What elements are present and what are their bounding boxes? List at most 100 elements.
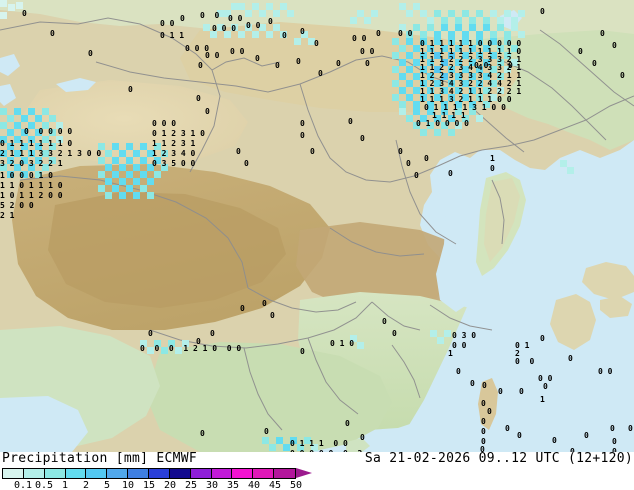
- precip-value-label: 0: [88, 49, 93, 58]
- precip-value-label: 0 1: [515, 341, 530, 350]
- precip-value-label: 0: [270, 311, 275, 320]
- precipitation-legend[interactable]: 0.1 0.5 1 2 5 10 15 20 25 30 35 40 45 50: [2, 468, 332, 490]
- precip-value-label: 0: [336, 59, 341, 68]
- legend-swatch-15[interactable]: [128, 469, 150, 478]
- precip-value-label: 0: [198, 61, 203, 70]
- precip-cell: [413, 45, 420, 52]
- precip-cell: [413, 3, 420, 10]
- precip-value-label: 1 0 1 1 2 0 0: [0, 191, 63, 200]
- precip-cell: [511, 17, 518, 24]
- precip-cell: [133, 178, 140, 185]
- precip-value-label: 0: [456, 367, 461, 376]
- legend-swatch-5[interactable]: [86, 469, 108, 478]
- legend-overflow-arrow-icon: [296, 468, 312, 478]
- precip-cell: [406, 115, 413, 122]
- precip-cell: [399, 87, 406, 94]
- precip-cell: [175, 347, 182, 354]
- legend-tick-50: 50: [289, 480, 303, 490]
- legend-swatch-50[interactable]: [274, 469, 296, 478]
- precip-value-label: 0: [612, 41, 617, 50]
- precip-value-label: 0 0: [538, 374, 553, 383]
- precip-cell: [49, 115, 56, 122]
- precip-value-label: 0: [508, 61, 513, 70]
- precip-cell: [476, 66, 483, 73]
- precip-cell: [182, 340, 189, 347]
- legend-swatch-0p1[interactable]: [3, 469, 24, 478]
- precip-cell: [427, 122, 434, 129]
- precip-cell: [154, 340, 161, 347]
- precip-cell: [483, 73, 490, 80]
- precip-cell: [441, 87, 448, 94]
- precip-value-label: 0 3 5 0 0: [152, 159, 196, 168]
- precip-cell: [161, 150, 168, 157]
- precip-cell: [357, 342, 364, 349]
- legend-swatch-0p5[interactable]: [23, 469, 45, 478]
- legend-swatch-40[interactable]: [232, 469, 254, 478]
- precip-cell: [35, 171, 42, 178]
- precip-value-label: 0 1 1: [160, 31, 185, 40]
- precip-value-label: 0: [318, 69, 323, 78]
- precip-cell: [399, 3, 406, 10]
- legend-swatch-2[interactable]: [65, 469, 87, 478]
- precip-value-label: 0 0: [205, 51, 220, 60]
- precip-value-label: 0: [22, 9, 27, 18]
- precip-cell: [455, 122, 462, 129]
- legend-swatch-10[interactable]: [107, 469, 129, 478]
- precip-value-label: 0: [578, 47, 583, 56]
- precip-cell: [430, 330, 437, 337]
- precip-cell: [483, 59, 490, 66]
- precip-cell: [406, 52, 413, 59]
- precip-value-label: 0: [568, 354, 573, 363]
- precip-value-label: 0: [268, 17, 273, 26]
- precip-cell: [238, 31, 245, 38]
- precip-cell: [434, 129, 441, 136]
- precip-value-label: 0: [487, 407, 492, 416]
- precip-cell: [98, 143, 105, 150]
- legend-tick-labels: 0.1 0.5 1 2 5 10 15 20 25 30 35 40 45 50: [2, 480, 332, 490]
- precip-cell: [413, 24, 420, 31]
- legend-tick-5: 5: [103, 480, 111, 490]
- precip-cell: [276, 437, 283, 444]
- precip-cell: [427, 17, 434, 24]
- precip-cell: [511, 24, 518, 31]
- precip-cell: [105, 178, 112, 185]
- precip-cell: [357, 10, 364, 17]
- precip-cell: [427, 24, 434, 31]
- precip-value-label: 0: [300, 347, 305, 356]
- precip-cell: [161, 164, 168, 171]
- precip-value-label: 0: [628, 424, 633, 433]
- precip-value-label: 0 0 0: [185, 44, 210, 53]
- precip-cell: [399, 24, 406, 31]
- precip-cell: [140, 143, 147, 150]
- precip-cell: [105, 192, 112, 199]
- precip-value-label: 0: [414, 171, 419, 180]
- precip-value-label: 0: [584, 431, 589, 440]
- precip-value-label: 0: [240, 304, 245, 313]
- legend-swatch-45[interactable]: [253, 469, 275, 478]
- precip-cell: [455, 24, 462, 31]
- precip-cell: [469, 24, 476, 31]
- precip-cell: [434, 94, 441, 101]
- legend-swatch-35[interactable]: [211, 469, 233, 478]
- precip-cell: [217, 24, 224, 31]
- legend-swatch-30[interactable]: [190, 469, 212, 478]
- precip-cell: [245, 10, 252, 17]
- precip-value-label: 0: [50, 29, 55, 38]
- legend-swatch-1[interactable]: [44, 469, 66, 478]
- precip-cell: [448, 115, 455, 122]
- precip-cell: [462, 52, 469, 59]
- precip-cell: [98, 157, 105, 164]
- precip-cell: [154, 171, 161, 178]
- legend-swatch-25[interactable]: [169, 469, 191, 478]
- precip-value-label: 1 1 1 3 2 1 1 1 0 0: [420, 95, 512, 104]
- legend-color-bar[interactable]: [2, 468, 296, 479]
- precip-cell: [133, 150, 140, 157]
- precip-cell: [420, 10, 427, 17]
- legend-swatch-20[interactable]: [149, 469, 170, 478]
- legend-tick-0p5: 0.5: [34, 480, 54, 490]
- precip-cell: [567, 167, 574, 174]
- precip-cell: [455, 45, 462, 52]
- precip-cell: [469, 59, 476, 66]
- precip-cell: [112, 157, 119, 164]
